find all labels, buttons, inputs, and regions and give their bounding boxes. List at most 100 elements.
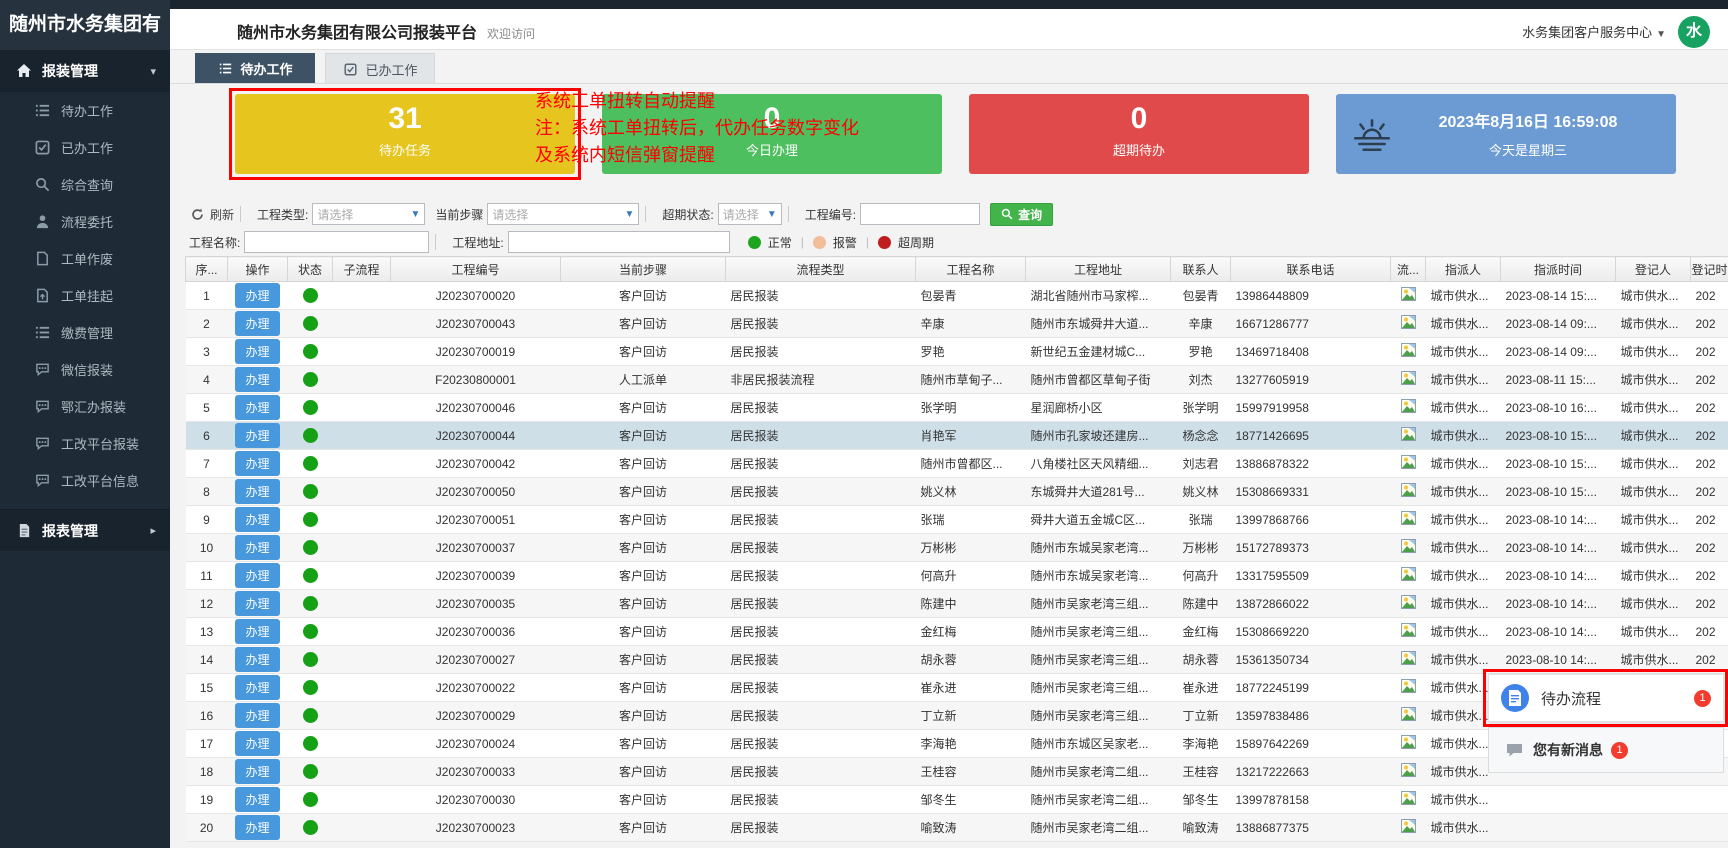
refresh-button[interactable]: 刷新	[189, 206, 234, 223]
table-row[interactable]: 5 办理 J20230700046 客户回访 居民报装 张学明 星润廊桥小区 张学明 15997…	[185, 393, 1728, 422]
handle-button[interactable]: 办理	[235, 759, 280, 784]
flow-chart-icon[interactable]	[1400, 735, 1416, 752]
flow-chart-icon[interactable]	[1400, 371, 1416, 388]
today-handled-card[interactable]: 0 今日办理	[602, 94, 942, 174]
flow-chart-icon[interactable]	[1400, 315, 1416, 332]
handle-button[interactable]: 办理	[235, 451, 280, 476]
table-row[interactable]: 20 办理 J20230700023 客户回访 居民报装 喻致涛 随州市吴家老湾二组... 喻…	[185, 813, 1728, 842]
handle-button[interactable]: 办理	[235, 619, 280, 644]
table-row[interactable]: 11 办理 J20230700039 客户回访 居民报装 何高升 随州市东城吴家老湾... 何…	[185, 561, 1728, 590]
sidebar-item-gonggai-install[interactable]: 工改平台报装	[0, 425, 170, 462]
flow-chart-icon[interactable]	[1400, 791, 1416, 808]
column-header-0[interactable]: 序...	[185, 256, 228, 282]
sidebar-item-payment-management[interactable]: 缴费管理	[0, 314, 170, 351]
handle-button[interactable]: 办理	[235, 367, 280, 392]
column-header-15[interactable]: 登记时	[1690, 256, 1728, 282]
column-header-2[interactable]: 状态	[287, 256, 333, 282]
table-row[interactable]: 4 办理 F20230800001 人工派单 非居民报装流程 随州市草甸子... 随州市曾都…	[185, 365, 1728, 394]
flow-chart-icon[interactable]	[1400, 679, 1416, 696]
table-row[interactable]: 12 办理 J20230700035 客户回访 居民报装 陈建中 随州市吴家老湾三组... 陈…	[185, 589, 1728, 618]
table-row[interactable]: 7 办理 J20230700042 客户回访 居民报装 随州市曾都区... 八角楼社区天风精…	[185, 449, 1728, 478]
sidebar-group-report-management[interactable]: 报表管理 ▸	[0, 509, 170, 551]
table-row[interactable]: 14 办理 J20230700027 客户回访 居民报装 胡永蓉 随州市吴家老湾三组... 胡…	[185, 645, 1728, 674]
handle-button[interactable]: 办理	[235, 675, 280, 700]
sidebar-item-workorder-suspend[interactable]: 工单挂起	[0, 277, 170, 314]
table-row[interactable]: 1 办理 J20230700020 客户回访 居民报装 包晏青 湖北省随州市马家榨... 包晏…	[185, 281, 1728, 310]
overdue-status-select[interactable]: 请选择 ▼	[717, 203, 782, 225]
table-row[interactable]: 3 办理 J20230700019 客户回访 居民报装 罗艳 新世纪五金建材城C... 罗艳 1…	[185, 337, 1728, 366]
column-header-9[interactable]: 联系人	[1170, 256, 1231, 282]
handle-button[interactable]: 办理	[235, 591, 280, 616]
handle-button[interactable]: 办理	[235, 423, 280, 448]
flow-chart-icon[interactable]	[1400, 455, 1416, 472]
handle-button[interactable]: 办理	[235, 479, 280, 504]
flow-chart-icon[interactable]	[1400, 483, 1416, 500]
column-header-1[interactable]: 操作	[227, 256, 288, 282]
sidebar-item-wechat-install[interactable]: 微信报装	[0, 351, 170, 388]
tab-todo-work[interactable]: 待办工作	[195, 53, 315, 84]
table-row[interactable]: 6 办理 J20230700044 客户回访 居民报装 肖艳军 随州市孔家坡还建房... 杨念…	[185, 421, 1728, 450]
sidebar-item-process-delegation[interactable]: 流程委托	[0, 203, 170, 240]
flow-chart-icon[interactable]	[1400, 343, 1416, 360]
flow-chart-icon[interactable]	[1400, 651, 1416, 668]
todo-flow-popup[interactable]: 待办流程 1	[1488, 674, 1724, 722]
table-row[interactable]: 8 办理 J20230700050 客户回访 居民报装 姚义林 东城舜井大道281号... 姚…	[185, 477, 1728, 506]
handle-button[interactable]: 办理	[235, 283, 280, 308]
handle-button[interactable]: 办理	[235, 507, 280, 532]
table-row[interactable]: 2 办理 J20230700043 客户回访 居民报装 辛康 随州市东城舜井大道... 辛康 1…	[185, 309, 1728, 338]
user-menu[interactable]: 水务集团客户服务中心 ▼	[1522, 22, 1666, 41]
table-row[interactable]: 19 办理 J20230700030 客户回访 居民报装 邹冬生 随州市吴家老湾二组... 邹…	[185, 785, 1728, 814]
handle-button[interactable]: 办理	[235, 787, 280, 812]
handle-button[interactable]: 办理	[235, 731, 280, 756]
project-name-input[interactable]	[244, 231, 430, 253]
sidebar-item-ehuiban-install[interactable]: 鄂汇办报装	[0, 388, 170, 425]
project-code-input[interactable]	[860, 203, 981, 225]
todo-tasks-card[interactable]: 31 待办任务	[235, 94, 575, 174]
column-header-7[interactable]: 工程名称	[915, 256, 1026, 282]
sidebar-item-todo-work[interactable]: 待办工作	[0, 92, 170, 129]
column-header-14[interactable]: 登记人	[1615, 256, 1691, 282]
avatar[interactable]: 水	[1678, 16, 1710, 48]
column-header-4[interactable]: 工程编号	[390, 256, 561, 282]
table-row[interactable]: 13 办理 J20230700036 客户回访 居民报装 金红梅 随州市吴家老湾三组... 金…	[185, 617, 1728, 646]
table-row[interactable]: 15 办理 J20230700022 客户回访 居民报装 崔永进 随州市吴家老湾三组... 崔…	[185, 673, 1728, 702]
handle-button[interactable]: 办理	[235, 535, 280, 560]
current-step-select[interactable]: 请选择 ▼	[487, 203, 640, 225]
table-row[interactable]: 9 办理 J20230700051 客户回访 居民报装 张瑞 舜井大道五金城C区... 张瑞 1…	[185, 505, 1728, 534]
column-header-11[interactable]: 流...	[1390, 256, 1426, 282]
flow-chart-icon[interactable]	[1400, 287, 1416, 304]
sidebar-item-comprehensive-query[interactable]: 综合查询	[0, 166, 170, 203]
flow-chart-icon[interactable]	[1400, 819, 1416, 836]
handle-button[interactable]: 办理	[235, 703, 280, 728]
handle-button[interactable]: 办理	[235, 395, 280, 420]
handle-button[interactable]: 办理	[235, 311, 280, 336]
flow-chart-icon[interactable]	[1400, 763, 1416, 780]
column-header-8[interactable]: 工程地址	[1025, 256, 1171, 282]
column-header-6[interactable]: 流程类型	[725, 256, 916, 282]
flow-chart-icon[interactable]	[1400, 399, 1416, 416]
column-header-12[interactable]: 指派人	[1425, 256, 1501, 282]
handle-button[interactable]: 办理	[235, 647, 280, 672]
flow-chart-icon[interactable]	[1400, 511, 1416, 528]
sidebar-item-workorder-void[interactable]: 工单作废	[0, 240, 170, 277]
sidebar-group-install-management[interactable]: 报装管理 ▾	[0, 50, 170, 92]
flow-chart-icon[interactable]	[1400, 595, 1416, 612]
search-button[interactable]: 查询	[990, 202, 1054, 226]
handle-button[interactable]: 办理	[235, 563, 280, 588]
sidebar-item-done-work[interactable]: 已办工作	[0, 129, 170, 166]
project-address-input[interactable]	[507, 231, 730, 253]
column-header-13[interactable]: 指派时间	[1500, 256, 1616, 282]
flow-chart-icon[interactable]	[1400, 427, 1416, 444]
table-row[interactable]: 10 办理 J20230700037 客户回访 居民报装 万彬彬 随州市东城吴家老湾... 万…	[185, 533, 1728, 562]
tab-done-work[interactable]: 已办工作	[325, 53, 435, 84]
flow-chart-icon[interactable]	[1400, 539, 1416, 556]
handle-button[interactable]: 办理	[235, 339, 280, 364]
column-header-3[interactable]: 子流程	[332, 256, 391, 282]
flow-chart-icon[interactable]	[1400, 623, 1416, 640]
sidebar-item-gonggai-info[interactable]: 工改平台信息	[0, 462, 170, 499]
overdue-todo-card[interactable]: 0 超期待办	[969, 94, 1309, 174]
column-header-10[interactable]: 联系电话	[1230, 256, 1391, 282]
project-type-select[interactable]: 请选择 ▼	[312, 203, 426, 225]
flow-chart-icon[interactable]	[1400, 707, 1416, 724]
new-message-popup[interactable]: 您有新消息 1	[1488, 727, 1724, 773]
